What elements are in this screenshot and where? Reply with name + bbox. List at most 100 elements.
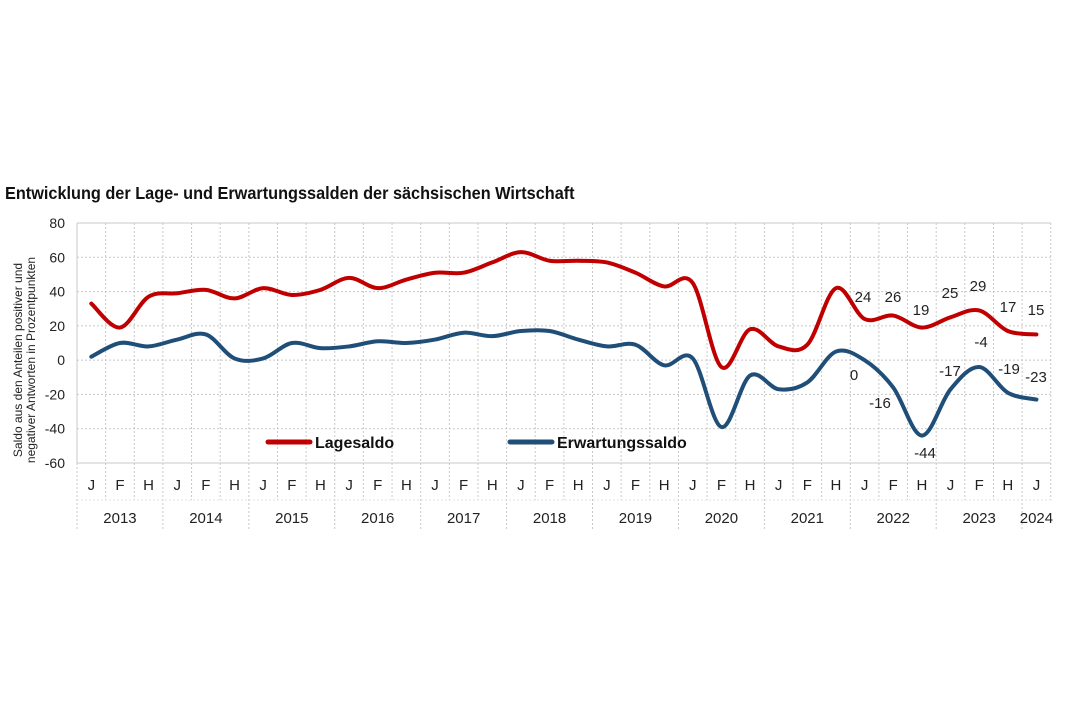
data-label: -23 bbox=[1025, 369, 1047, 386]
x-tick-label: F bbox=[889, 477, 898, 494]
x-tick-label: F bbox=[115, 477, 124, 494]
data-point bbox=[863, 358, 867, 362]
data-point bbox=[977, 365, 981, 369]
y-tick-label: 20 bbox=[49, 318, 65, 334]
y-tick-label: -20 bbox=[45, 386, 65, 402]
data-point bbox=[261, 356, 265, 360]
data-point bbox=[662, 363, 666, 367]
x-tick-label: F bbox=[287, 477, 296, 494]
x-tick-label: J bbox=[603, 477, 611, 494]
data-point bbox=[891, 314, 895, 318]
data-point bbox=[233, 296, 237, 300]
x-year-label: 2014 bbox=[189, 510, 222, 527]
data-point bbox=[175, 291, 179, 295]
x-year-label: 2017 bbox=[447, 510, 480, 527]
data-point bbox=[605, 344, 609, 348]
data-label: 24 bbox=[855, 289, 872, 306]
x-tick-label: H bbox=[229, 477, 240, 494]
x-tick-label: J bbox=[775, 477, 783, 494]
data-label: -16 bbox=[869, 395, 891, 412]
data-point bbox=[376, 339, 380, 343]
data-point bbox=[949, 387, 953, 391]
y-tick-label: 40 bbox=[49, 284, 65, 300]
data-point bbox=[691, 281, 695, 285]
chart-title: Entwicklung der Lage- und Erwartungssald… bbox=[5, 183, 575, 203]
x-tick-label: H bbox=[315, 477, 326, 494]
x-tick-label: J bbox=[88, 477, 96, 494]
x-year-label: 2020 bbox=[705, 510, 738, 527]
data-point bbox=[891, 386, 895, 390]
data-point bbox=[519, 250, 523, 254]
data-point bbox=[433, 271, 437, 275]
legend-label: Erwartungssaldo bbox=[557, 435, 687, 452]
data-point bbox=[834, 286, 838, 290]
data-point bbox=[1034, 398, 1038, 402]
data-point bbox=[404, 341, 408, 345]
x-tick-label: F bbox=[373, 477, 382, 494]
x-tick-label: J bbox=[345, 477, 353, 494]
x-tick-label: H bbox=[1002, 477, 1013, 494]
data-point bbox=[318, 288, 322, 292]
data-label: -19 bbox=[998, 361, 1020, 378]
x-tick-label: F bbox=[545, 477, 554, 494]
data-label: 26 bbox=[885, 289, 902, 306]
data-label: 25 bbox=[942, 285, 959, 302]
x-tick-label: H bbox=[401, 477, 412, 494]
data-point bbox=[519, 329, 523, 333]
x-tick-label: H bbox=[143, 477, 154, 494]
data-point bbox=[376, 286, 380, 290]
data-point bbox=[290, 341, 294, 345]
x-tick-label: H bbox=[659, 477, 670, 494]
data-point bbox=[118, 326, 122, 330]
data-point bbox=[175, 338, 179, 342]
x-tick-label: F bbox=[459, 477, 468, 494]
data-label: 0 bbox=[850, 367, 858, 384]
data-point bbox=[261, 286, 265, 290]
data-point bbox=[805, 380, 809, 384]
x-tick-label: H bbox=[916, 477, 927, 494]
x-year-label: 2024 bbox=[1020, 510, 1053, 527]
data-point bbox=[147, 344, 151, 348]
x-tick-label: F bbox=[717, 477, 726, 494]
y-tick-label: -40 bbox=[45, 421, 65, 437]
x-tick-label: F bbox=[631, 477, 640, 494]
data-point bbox=[118, 341, 122, 345]
x-tick-label: F bbox=[975, 477, 984, 494]
data-point bbox=[89, 302, 93, 306]
series-line-lagesaldo bbox=[89, 250, 1039, 370]
data-point bbox=[404, 278, 408, 282]
y-tick-label: -60 bbox=[45, 455, 65, 471]
legend-label: Lagesaldo bbox=[315, 435, 394, 452]
data-point bbox=[719, 365, 723, 369]
x-year-label: 2016 bbox=[361, 510, 394, 527]
data-point bbox=[633, 343, 637, 347]
data-label: 29 bbox=[970, 278, 987, 295]
data-point bbox=[433, 338, 437, 342]
data-label: 19 bbox=[913, 302, 930, 319]
data-point bbox=[777, 387, 781, 391]
x-tick-label: F bbox=[803, 477, 812, 494]
data-label: -44 bbox=[914, 445, 936, 462]
data-point bbox=[290, 293, 294, 297]
data-point bbox=[576, 338, 580, 342]
x-tick-label: J bbox=[173, 477, 181, 494]
data-point bbox=[605, 260, 609, 264]
data-point bbox=[920, 326, 924, 330]
x-year-label: 2022 bbox=[877, 510, 910, 527]
data-point bbox=[977, 308, 981, 312]
data-point bbox=[662, 284, 666, 288]
x-tick-label: J bbox=[689, 477, 697, 494]
y-tick-label: 60 bbox=[49, 249, 65, 265]
x-tick-label: J bbox=[517, 477, 525, 494]
data-point bbox=[834, 350, 838, 354]
data-label: -17 bbox=[939, 363, 961, 380]
data-point bbox=[490, 334, 494, 338]
data-point bbox=[748, 374, 752, 378]
x-tick-label: J bbox=[431, 477, 439, 494]
x-tick-label: H bbox=[745, 477, 756, 494]
y-axis-title-line: Saldo aus den Anteilen positiver und bbox=[11, 263, 25, 457]
data-point bbox=[548, 329, 552, 333]
x-year-label: 2023 bbox=[962, 510, 995, 527]
data-point bbox=[691, 356, 695, 360]
